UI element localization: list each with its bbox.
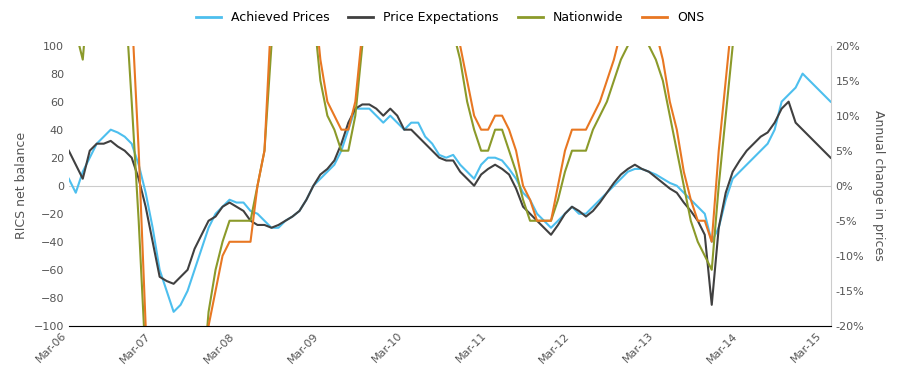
Y-axis label: RICS net balance: RICS net balance bbox=[15, 132, 28, 239]
Y-axis label: Annual change in prices: Annual change in prices bbox=[872, 110, 885, 261]
Legend: Achieved Prices, Price Expectations, Nationwide, ONS: Achieved Prices, Price Expectations, Nat… bbox=[191, 6, 709, 29]
